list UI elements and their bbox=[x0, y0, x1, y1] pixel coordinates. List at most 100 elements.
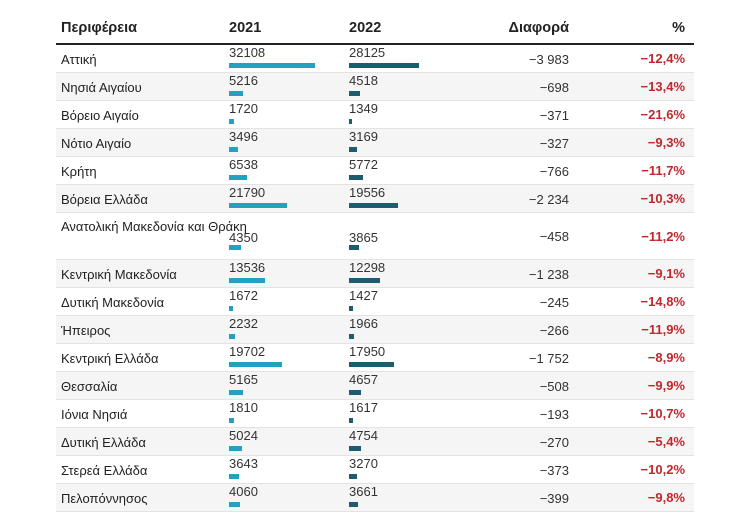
table-row: Νότιο Αιγαίο 3496 3169 −327 −9,3% bbox=[56, 129, 694, 157]
value-2022: 3270 bbox=[349, 456, 378, 471]
bar-2022 bbox=[349, 390, 361, 395]
table-row: Κεντρική Μακεδονία 13536 12298 −1 238 −9,1% bbox=[56, 260, 694, 288]
difference-value: −3 983 bbox=[528, 52, 569, 67]
region-name: Θεσσαλία bbox=[61, 379, 118, 394]
bar-2021 bbox=[229, 334, 235, 339]
value-2021: 1810 bbox=[229, 400, 258, 415]
percent-change: −14,8% bbox=[640, 294, 685, 309]
difference-value: −1 752 bbox=[528, 351, 569, 366]
value-2021: 13536 bbox=[229, 260, 266, 275]
bar-2021 bbox=[229, 245, 241, 250]
region-name: Στερεά Ελλάδα bbox=[61, 463, 148, 478]
value-2021: 5024 bbox=[229, 428, 258, 443]
bar-2021 bbox=[229, 390, 243, 395]
region-name: Δυτική Μακεδονία bbox=[61, 295, 165, 310]
bar-2022 bbox=[349, 119, 352, 124]
percent-change: −13,4% bbox=[640, 79, 685, 94]
table-row: Βόρεια Ελλάδα 21790 19556 −2 234 −10,3% bbox=[56, 185, 694, 213]
bar-2022 bbox=[349, 446, 361, 451]
bar-2021 bbox=[229, 418, 234, 423]
bar-2022 bbox=[349, 63, 419, 68]
table-row: Βόρειο Αιγαίο 1720 1349 −371 −21,6% bbox=[56, 101, 694, 129]
region-name: Δυτική Ελλάδα bbox=[61, 435, 146, 450]
bar-2021 bbox=[229, 502, 240, 507]
value-2022: 3865 bbox=[349, 230, 378, 245]
difference-value: −2 234 bbox=[528, 192, 569, 207]
region-name: Αττική bbox=[61, 52, 97, 67]
region-name: Βόρεια Ελλάδα bbox=[61, 192, 148, 207]
value-2021: 4350 bbox=[229, 230, 258, 245]
table-row: Αττική 32108 28125 −3 983 −12,4% bbox=[56, 45, 694, 73]
bar-2022 bbox=[349, 175, 363, 180]
table-row: Στερεά Ελλάδα 3643 3270 −373 −10,2% bbox=[56, 456, 694, 484]
value-2022: 5772 bbox=[349, 157, 378, 172]
bar-2022 bbox=[349, 91, 360, 96]
percent-change: −12,4% bbox=[640, 51, 685, 66]
difference-value: −371 bbox=[539, 108, 569, 123]
bar-2022 bbox=[349, 362, 394, 367]
percent-change: −8,9% bbox=[647, 350, 685, 365]
bar-2021 bbox=[229, 203, 287, 208]
bar-2022 bbox=[349, 278, 380, 283]
value-2021: 1720 bbox=[229, 101, 258, 116]
bar-2021 bbox=[229, 446, 242, 451]
percent-change: −21,6% bbox=[640, 107, 685, 122]
value-2022: 3661 bbox=[349, 484, 378, 499]
region-name: Πελοπόννησος bbox=[61, 491, 148, 506]
table-row: Ήπειρος 2232 1966 −266 −11,9% bbox=[56, 316, 694, 344]
table-row: Δυτική Μακεδονία 1672 1427 −245 −14,8% bbox=[56, 288, 694, 316]
table-header: Περιφέρεια 2021 2022 Διαφορά % bbox=[56, 12, 694, 45]
percent-change: −9,3% bbox=[647, 135, 685, 150]
region-name: Νότιο Αιγαίο bbox=[61, 136, 132, 151]
value-2022: 28125 bbox=[349, 45, 386, 60]
bar-2022 bbox=[349, 418, 353, 423]
table-row: Πελοπόννησος 4060 3661 −399 −9,8% bbox=[56, 484, 694, 512]
region-name: Ανατολική Μακεδονία και Θράκη bbox=[61, 219, 247, 234]
difference-value: −245 bbox=[539, 295, 569, 310]
header-difference: Διαφορά bbox=[508, 20, 569, 36]
table-row: Θεσσαλία 5165 4657 −508 −9,9% bbox=[56, 372, 694, 400]
bar-2022 bbox=[349, 306, 353, 311]
percent-change: −9,1% bbox=[647, 266, 685, 281]
bar-2021 bbox=[229, 147, 238, 152]
percent-change: −10,7% bbox=[640, 406, 685, 421]
bar-2022 bbox=[349, 147, 357, 152]
difference-value: −327 bbox=[539, 136, 569, 151]
difference-value: −266 bbox=[539, 323, 569, 338]
region-table: Περιφέρεια 2021 2022 Διαφορά % Αττική 321… bbox=[56, 12, 694, 512]
table-row: Δυτική Ελλάδα 5024 4754 −270 −5,4% bbox=[56, 428, 694, 456]
value-2021: 4060 bbox=[229, 484, 258, 499]
value-2022: 4657 bbox=[349, 372, 378, 387]
value-2022: 1966 bbox=[349, 316, 378, 331]
value-2021: 1672 bbox=[229, 288, 258, 303]
difference-value: −698 bbox=[539, 80, 569, 95]
bar-2021 bbox=[229, 278, 265, 283]
value-2022: 12298 bbox=[349, 260, 386, 275]
bar-2022 bbox=[349, 502, 358, 507]
difference-value: −508 bbox=[539, 379, 569, 394]
bar-2021 bbox=[229, 119, 234, 124]
value-2021: 19702 bbox=[229, 344, 266, 359]
percent-change: −5,4% bbox=[647, 434, 685, 449]
region-name: Κρήτη bbox=[61, 164, 97, 179]
percent-change: −10,3% bbox=[640, 191, 685, 206]
value-2022: 1349 bbox=[349, 101, 378, 116]
region-name: Κεντρική Μακεδονία bbox=[61, 267, 177, 282]
bar-2021 bbox=[229, 175, 247, 180]
percent-change: −11,2% bbox=[641, 229, 685, 244]
percent-change: −9,8% bbox=[647, 490, 685, 505]
bar-2021 bbox=[229, 474, 239, 479]
bar-2022 bbox=[349, 245, 359, 250]
difference-value: −1 238 bbox=[528, 267, 569, 282]
table-row: Ανατολική Μακεδονία και Θράκη 4350 3865 −45… bbox=[56, 213, 694, 260]
percent-change: −11,7% bbox=[641, 163, 685, 178]
value-2021: 32108 bbox=[229, 45, 266, 60]
value-2021: 21790 bbox=[229, 185, 266, 200]
value-2022: 3169 bbox=[349, 129, 378, 144]
value-2021: 2232 bbox=[229, 316, 258, 331]
header-2021: 2021 bbox=[229, 20, 262, 36]
value-2022: 1427 bbox=[349, 288, 378, 303]
value-2021: 6538 bbox=[229, 157, 258, 172]
table-row: Κεντρική Ελλάδα 19702 17950 −1 752 −8,9% bbox=[56, 344, 694, 372]
header-percent: % bbox=[672, 20, 685, 36]
